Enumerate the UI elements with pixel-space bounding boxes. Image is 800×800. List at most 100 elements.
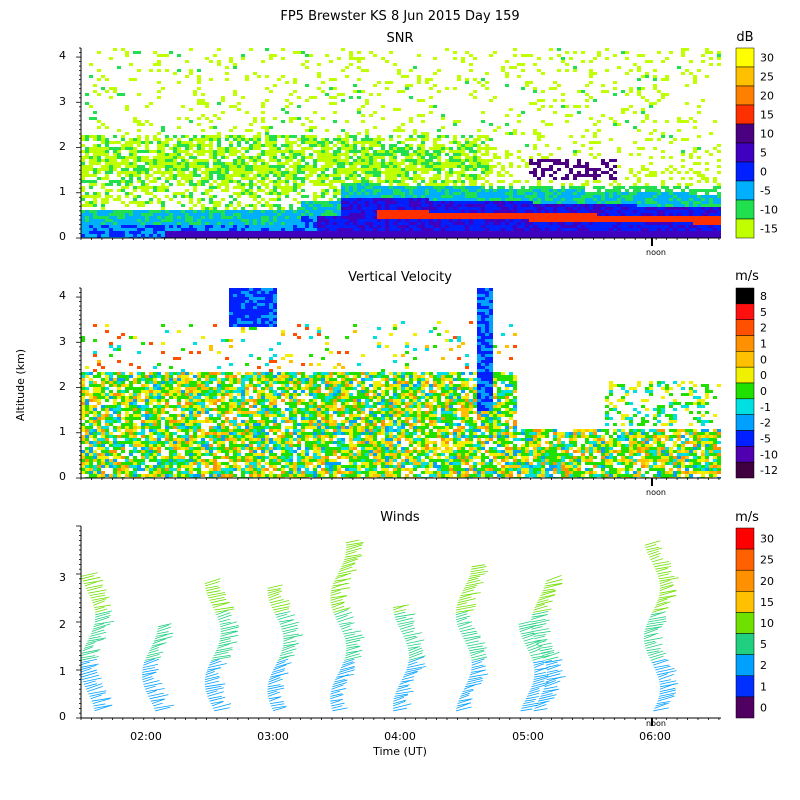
snr-cell: [341, 93, 345, 96]
snr-cell: [105, 201, 109, 204]
snr-cell: [649, 174, 653, 177]
snr-cell: [293, 81, 297, 84]
snr-cell: [481, 153, 485, 156]
snr-cell: [369, 189, 373, 192]
snr-cell: [653, 147, 657, 150]
snr-cell: [501, 219, 505, 222]
snr-cell: [197, 174, 201, 177]
snr-cell: [165, 189, 169, 192]
snr-cell: [313, 144, 317, 147]
snr-cell: [405, 195, 409, 198]
snr-cell: [601, 210, 605, 213]
snr-cell: [653, 75, 657, 78]
snr-cell: [341, 138, 345, 141]
snr-cell: [117, 183, 121, 186]
snr-cell: [393, 198, 397, 201]
snr-cell: [101, 204, 105, 207]
snr-cell: [117, 210, 121, 213]
snr-cell: [381, 57, 385, 60]
snr-cell: [97, 153, 101, 156]
snr-cell: [233, 147, 237, 150]
snr-cell: [249, 231, 253, 234]
snr-cell: [393, 207, 397, 210]
snr-cell: [689, 72, 693, 75]
snr-cell: [533, 228, 537, 231]
snr-cell: [337, 210, 341, 213]
snr-cell: [441, 165, 445, 168]
snr-cell: [601, 219, 605, 222]
snr-cell: [645, 216, 649, 219]
snr-cell: [465, 198, 469, 201]
snr-cell: [385, 195, 389, 198]
vv-cell: [101, 390, 105, 393]
snr-cell: [257, 174, 261, 177]
snr-cell: [301, 135, 305, 138]
snr-cell: [185, 228, 189, 231]
snr-cell: [233, 231, 237, 234]
snr-cell: [397, 216, 401, 219]
snr-cell: [629, 195, 633, 198]
snr-cell: [445, 201, 449, 204]
snr-cell: [285, 216, 289, 219]
snr-cell: [221, 213, 225, 216]
snr-cell: [425, 171, 429, 174]
snr-cell: [685, 195, 689, 198]
snr-cell: [181, 144, 185, 147]
snr-cell: [93, 144, 97, 147]
snr-cell: [177, 147, 181, 150]
snr-cell: [161, 165, 165, 168]
snr-cell: [181, 105, 185, 108]
snr-cell: [265, 48, 269, 51]
snr-cell: [237, 234, 241, 237]
snr-cell: [385, 231, 389, 234]
snr-cell: [441, 234, 445, 237]
snr-cell: [121, 93, 125, 96]
snr-cell: [101, 186, 105, 189]
snr-cell: [541, 105, 545, 108]
snr-cell: [249, 192, 253, 195]
vv-cell: [101, 474, 105, 477]
snr-cell: [405, 192, 409, 195]
snr-cell: [497, 210, 501, 213]
snr-cell: [377, 81, 381, 84]
snr-cell: [461, 174, 465, 177]
snr-cell: [349, 54, 353, 57]
vv-cell: [105, 405, 109, 408]
snr-cell: [161, 210, 165, 213]
snr-cell: [97, 213, 101, 216]
snr-cell: [413, 225, 417, 228]
snr-cell: [321, 165, 325, 168]
snr-cell: [717, 228, 721, 231]
snr-cell: [205, 225, 209, 228]
snr-cell: [145, 231, 149, 234]
snr-cell: [129, 222, 133, 225]
snr-cell: [585, 234, 589, 237]
snr-cell: [673, 201, 677, 204]
snr-cell: [233, 168, 237, 171]
snr-cell: [429, 219, 433, 222]
snr-cell: [461, 195, 465, 198]
snr-cell: [465, 165, 469, 168]
vv-cell: [109, 444, 113, 447]
snr-cell: [637, 225, 641, 228]
snr-cell: [189, 72, 193, 75]
snr-cell: [349, 228, 353, 231]
snr-cell: [593, 123, 597, 126]
snr-cell: [333, 174, 337, 177]
snr-cell: [473, 201, 477, 204]
snr-cell: [297, 228, 301, 231]
xtick-0600: 06:00: [639, 730, 671, 743]
snr-cell: [433, 201, 437, 204]
snr-cell: [233, 225, 237, 228]
snr-cell: [533, 216, 537, 219]
snr-cell: [701, 219, 705, 222]
snr-cell: [597, 204, 601, 207]
snr-cell: [653, 186, 657, 189]
snr-cell: [129, 219, 133, 222]
snr-cell: [93, 153, 97, 156]
snr-cell: [641, 96, 645, 99]
snr-cell: [453, 204, 457, 207]
snr-cell: [173, 213, 177, 216]
snr-cell: [169, 222, 173, 225]
snr-cell: [121, 234, 125, 237]
